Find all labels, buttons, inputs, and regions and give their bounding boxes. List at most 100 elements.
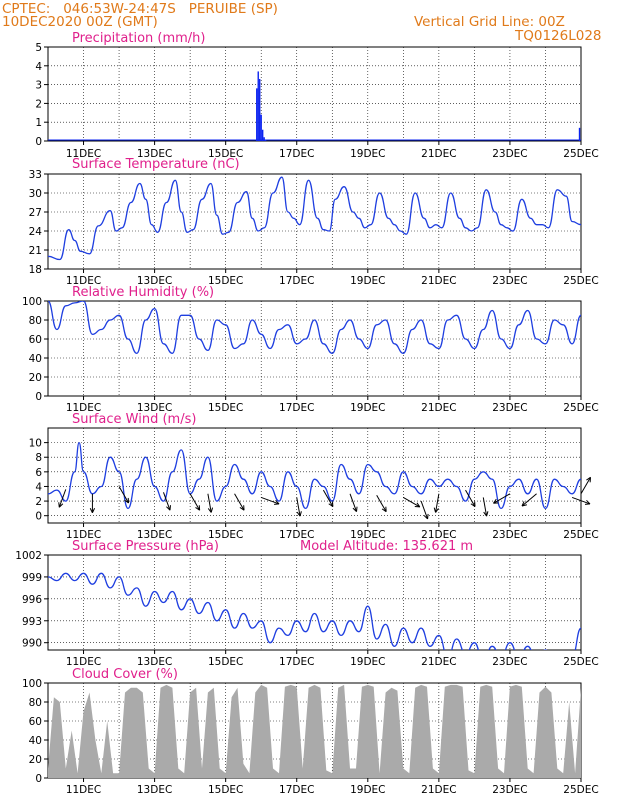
wind-arrow [420,500,429,520]
temp-title: Surface Temperature (nC) [72,157,240,172]
pres-xtick-label: 25DEC [563,656,598,668]
wind-xtick-label: 11DEC [66,529,101,541]
precip-bar [260,114,262,141]
precip-bar [264,140,267,141]
precip-xtick-label: 13DEC [137,148,172,160]
temp-xtick-label: 13DEC [137,275,172,287]
wind-arrow [234,493,245,511]
wind-ytick-label: 4 [35,481,42,493]
precip-xtick-label: 17DEC [279,148,314,160]
precip-xtick-label: 11DEC [66,148,101,160]
pres-note: Model Altitude: 135.621 m [300,539,473,554]
cloud-xtick-label: 13DEC [137,784,172,796]
wind-arrow [580,476,591,495]
precip-xtick-label: 25DEC [563,148,598,160]
wind-ytick-label: 6 [35,467,42,479]
rh-xtick-label: 21DEC [421,402,456,414]
temp-ytick-label: 33 [29,169,42,181]
rh-ytick-label: 0 [35,391,42,403]
wind-ytick-label: 2 [35,496,42,508]
precip-ytick-label: 1 [35,117,42,129]
wind-arrow [296,497,302,517]
wind-arrow [465,489,476,507]
cloud-ytick-label: 80 [29,697,42,709]
rh-xtick-label: 23DEC [492,402,527,414]
wind-arrow [89,493,96,513]
cloud-xtick-label: 25DEC [563,784,598,796]
wind-xtick-label: 21DEC [421,529,456,541]
cloud-panel [44,682,582,782]
wind-xtick-label: 17DEC [279,529,314,541]
cloud-xtick-label: 17DEC [279,784,314,796]
cloud-area [48,684,581,778]
pres-ytick-label: 993 [22,616,42,628]
temp-xtick-label: 19DEC [350,275,385,287]
wind-arrow [58,489,67,508]
rh-ytick-label: 40 [29,353,42,365]
wind-arrow [403,496,421,508]
wind-arrow [349,493,358,512]
header-station: CPTEC: 046:53W-24:47S PERUIBE (SP) [2,1,278,17]
temp-ytick-label: 27 [29,207,42,219]
rh-panel [44,300,582,400]
wind-ytick-label: 8 [35,452,42,464]
temp-xtick-label: 25DEC [563,275,598,287]
precip-ytick-label: 5 [35,42,42,54]
precip-ytick-label: 3 [35,80,42,92]
cloud-xtick-label: 15DEC [208,784,243,796]
pres-xtick-label: 15DEC [208,656,243,668]
header-grid-note: Vertical Grid Line: 00Z [414,14,565,30]
temp-ytick-label: 24 [29,226,43,238]
wind-arrow [482,497,489,517]
pres-xtick-label: 17DEC [279,656,314,668]
pres-xtick-label: 21DEC [421,656,456,668]
precip-bar [578,127,581,141]
cloud-ytick-label: 40 [29,735,42,747]
header-run-date: 10DEC2020 00Z (GMT) [2,14,158,30]
wind-arrow [118,486,130,504]
cloud-ytick-label: 100 [22,678,42,690]
precip-bar [263,137,265,141]
rh-xtick-label: 19DEC [350,402,385,414]
temp-series-line [48,176,581,261]
precip-bar [259,78,261,141]
rh-xtick-label: 15DEC [208,402,243,414]
pres-ytick-label: 1002 [15,550,42,562]
wind-arrow [163,492,171,511]
cloud-xtick-label: 19DEC [350,784,385,796]
pres-series-line [48,572,581,650]
wind-arrow [207,493,214,513]
cloud-title: Cloud Cover (%) [72,667,178,682]
cloud-xtick-label: 11DEC [66,784,101,796]
wind-xtick-label: 13DEC [137,529,172,541]
wind-ytick-label: 0 [35,511,42,523]
pres-ytick-label: 990 [22,638,42,650]
wind-xtick-label: 15DEC [208,529,243,541]
precip-xtick-label: 23DEC [492,148,527,160]
wind-arrow [376,494,387,513]
wind-arrow [433,493,440,513]
precip-ytick-label: 4 [35,61,42,73]
precip-panel [44,46,582,145]
wind-arrow [493,493,511,504]
wind-arrow [571,496,591,505]
cloud-xtick-label: 21DEC [421,784,456,796]
pres-panel [44,554,582,654]
wind-xtick-label: 19DEC [350,529,385,541]
pres-xtick-label: 19DEC [350,656,385,668]
wind-series-line [48,441,581,510]
pres-ytick-label: 999 [22,572,42,584]
precip-ytick-label: 0 [35,136,42,148]
precip-xtick-label: 15DEC [208,148,243,160]
temp-frame [47,173,582,270]
wind-arrow [261,496,280,505]
precip-xtick-label: 21DEC [421,148,456,160]
wind-panel [44,427,591,527]
precip-bar [256,88,258,141]
temp-ytick-label: 21 [29,245,42,257]
wind-arrow [521,493,537,507]
temp-xtick-label: 17DEC [279,275,314,287]
precip-xtick-label: 19DEC [350,148,385,160]
rh-ytick-label: 100 [22,296,42,308]
